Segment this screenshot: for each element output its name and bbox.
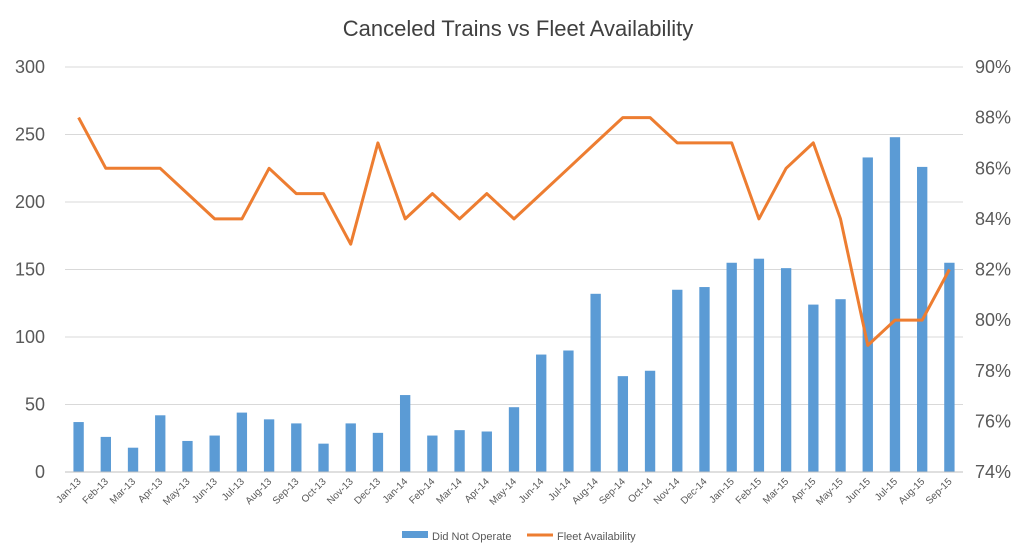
x-tick-label: Feb-13 [81,476,111,506]
x-tick-label: May-15 [814,476,846,508]
bar [454,430,465,472]
y-right-tick-label: 76% [975,411,1011,431]
bar [536,354,547,472]
y-right-tick-label: 78% [975,361,1011,381]
y-left-tick-label: 200 [15,192,45,212]
y-left-tick-label: 100 [15,327,45,347]
bar [808,304,819,472]
right-axis: 74% 76% 78% 80% 82% 84% 86% 88% 90% [975,57,1011,482]
bar [372,432,384,472]
x-tick-label: Nov-13 [325,476,356,507]
bar [399,395,411,472]
x-tick-label: Oct-13 [300,476,329,505]
bar [672,289,683,472]
bar [236,412,248,472]
x-tick-label: Jun-15 [843,476,873,506]
y-left-tick-label: 0 [35,462,45,482]
bar [73,422,84,472]
y-left-tick-label: 300 [15,57,45,77]
bar-series [73,137,955,472]
bar [291,423,302,472]
bar [617,376,629,472]
y-right-tick-label: 74% [975,462,1011,482]
bar [563,350,574,472]
y-left-tick-label: 150 [15,260,45,280]
bar [481,431,492,472]
bar [726,262,737,472]
x-tick-label: Mar-13 [108,476,138,506]
x-tick-label: Jan-15 [707,476,737,506]
bar [318,443,329,472]
legend-label-fleet-availability: Fleet Availability [557,531,636,543]
y-left-tick-label: 50 [25,395,45,415]
x-tick-label: Feb-15 [734,476,764,506]
x-tick-label: Sep-14 [597,476,628,507]
bar [263,419,275,472]
bar [508,407,520,472]
x-tick-label: Aug-15 [897,476,928,507]
bar [644,370,656,472]
chart-title: Canceled Trains vs Fleet Availability [343,16,694,41]
legend: Did Not Operate Fleet Availability [402,531,636,543]
fleet-availability-line [77,116,951,347]
x-tick-label: Jan-13 [54,476,84,506]
x-tick-label: Sep-13 [271,476,302,507]
bar [753,258,765,472]
x-tick-label: Aug-13 [244,476,275,507]
line-series [77,116,951,347]
bar [862,157,873,472]
bar [590,293,601,472]
legend-label-did-not-operate: Did Not Operate [432,531,511,543]
bar [780,268,792,472]
y-right-tick-label: 90% [975,57,1011,77]
x-tick-label: Dec-13 [352,476,383,507]
bar [427,435,438,472]
x-tick-label: May-14 [488,476,520,508]
x-tick-label: May-13 [161,476,193,508]
bar [127,447,139,472]
x-tick-label: Mar-14 [435,476,465,506]
y-right-tick-label: 80% [975,310,1011,330]
x-tick-label: Jun-13 [190,476,220,506]
x-tick-label: Mar-15 [761,476,791,506]
x-tick-label: Sep-15 [924,476,955,507]
bar [699,287,710,472]
y-right-tick-label: 86% [975,158,1011,178]
bar [209,435,220,472]
left-axis: 0 50 100 150 200 250 300 [15,57,45,482]
x-tick-label: Oct-14 [626,476,655,505]
bar [835,299,846,472]
y-right-tick-label: 88% [975,108,1011,128]
x-tick-label: Nov-14 [652,476,683,507]
bar [889,137,901,472]
x-tick-label: Jan-14 [381,476,411,506]
y-right-tick-label: 82% [975,260,1011,280]
x-tick-label: Aug-14 [570,476,601,507]
y-right-tick-label: 84% [975,209,1011,229]
y-left-tick-label: 250 [15,125,45,145]
bar [155,415,166,472]
bar [182,440,193,472]
bar [345,423,356,472]
legend-swatch-did-not-operate [402,531,428,538]
bar [100,436,111,472]
gridlines [65,66,963,473]
bar [944,262,955,472]
x-tick-label: Jun-14 [517,476,547,506]
x-tick-label: Feb-14 [407,476,437,506]
x-tick-label: Dec-14 [679,476,710,507]
